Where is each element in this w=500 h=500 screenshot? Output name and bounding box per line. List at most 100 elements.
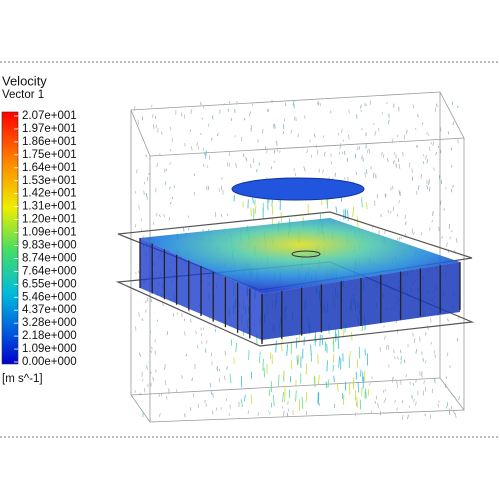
vector	[443, 208, 445, 211]
vector	[413, 338, 416, 343]
vector	[339, 145, 341, 150]
vector	[204, 348, 207, 353]
vector	[452, 185, 454, 188]
vector	[252, 158, 255, 164]
vector	[218, 377, 221, 383]
vector	[197, 146, 200, 150]
vector	[282, 131, 285, 135]
legend-subtitle: Vector 1	[2, 89, 44, 101]
vector	[456, 337, 459, 342]
vector	[301, 397, 304, 409]
legend-label: 5.46e+000	[22, 291, 77, 303]
vector	[396, 407, 398, 411]
vector	[208, 123, 210, 127]
vector	[433, 167, 435, 171]
vector	[156, 319, 159, 322]
vector	[182, 227, 185, 232]
vector	[451, 229, 453, 233]
vector	[365, 388, 367, 399]
vector	[185, 353, 188, 357]
vector	[360, 109, 362, 113]
vector	[335, 206, 338, 213]
vector	[425, 155, 427, 160]
legend-label: 2.18e+000	[22, 330, 77, 342]
vector	[146, 365, 148, 370]
vector	[192, 393, 195, 397]
vector	[223, 103, 225, 106]
legend-title: Velocity	[2, 73, 47, 88]
vector	[449, 236, 451, 240]
vector	[397, 356, 399, 360]
vector	[373, 122, 375, 126]
legend-label: 8.74e+000	[22, 252, 77, 264]
vector	[282, 370, 285, 380]
vector	[366, 149, 369, 153]
vector	[229, 373, 232, 384]
vector	[216, 133, 219, 137]
vector	[357, 381, 360, 393]
vector	[202, 228, 204, 232]
vector	[250, 394, 253, 404]
vector	[441, 235, 443, 239]
vector	[388, 119, 390, 125]
vector	[247, 410, 250, 415]
vector	[348, 357, 351, 368]
vector	[256, 169, 258, 173]
vector	[135, 169, 138, 174]
vector	[434, 354, 437, 358]
vector	[396, 134, 399, 138]
vector	[416, 145, 418, 148]
vector	[175, 388, 178, 394]
vector	[166, 396, 168, 400]
vector	[430, 142, 432, 145]
vector	[434, 378, 436, 384]
vector	[458, 396, 460, 401]
vector	[321, 334, 324, 346]
vector	[197, 403, 200, 408]
vector	[375, 395, 378, 400]
vector	[273, 160, 275, 164]
vector	[209, 383, 212, 388]
vector	[401, 400, 404, 403]
vector	[347, 176, 349, 182]
color-bar	[1, 111, 19, 365]
vector	[249, 111, 252, 115]
vector	[332, 353, 335, 363]
vector	[164, 181, 167, 186]
vector	[394, 399, 396, 403]
vector	[225, 398, 228, 402]
vector	[151, 346, 153, 350]
vector	[190, 146, 193, 151]
vector	[137, 270, 140, 274]
vector	[152, 377, 154, 381]
vector	[348, 109, 350, 114]
vector	[332, 364, 335, 372]
vector	[149, 371, 152, 375]
vector	[305, 392, 308, 403]
vector	[337, 382, 339, 392]
vector	[210, 390, 213, 395]
vector	[211, 361, 213, 366]
vector	[393, 349, 395, 354]
vector	[212, 393, 214, 398]
legend-label: 1.31e+001	[22, 201, 77, 213]
vector	[455, 237, 458, 243]
vector	[431, 219, 433, 223]
vector	[357, 146, 359, 151]
vector	[352, 206, 355, 218]
vector	[250, 207, 252, 217]
vector	[146, 176, 149, 182]
vector	[150, 104, 153, 108]
vector	[211, 410, 214, 415]
vector	[296, 355, 299, 366]
vector	[430, 318, 432, 323]
vector	[268, 410, 270, 413]
vector	[235, 101, 238, 105]
vector	[364, 172, 366, 178]
vector	[292, 100, 295, 106]
vector	[402, 151, 404, 157]
vector	[348, 134, 350, 140]
vector	[168, 216, 171, 221]
legend-label: 1.09e+000	[22, 343, 77, 355]
